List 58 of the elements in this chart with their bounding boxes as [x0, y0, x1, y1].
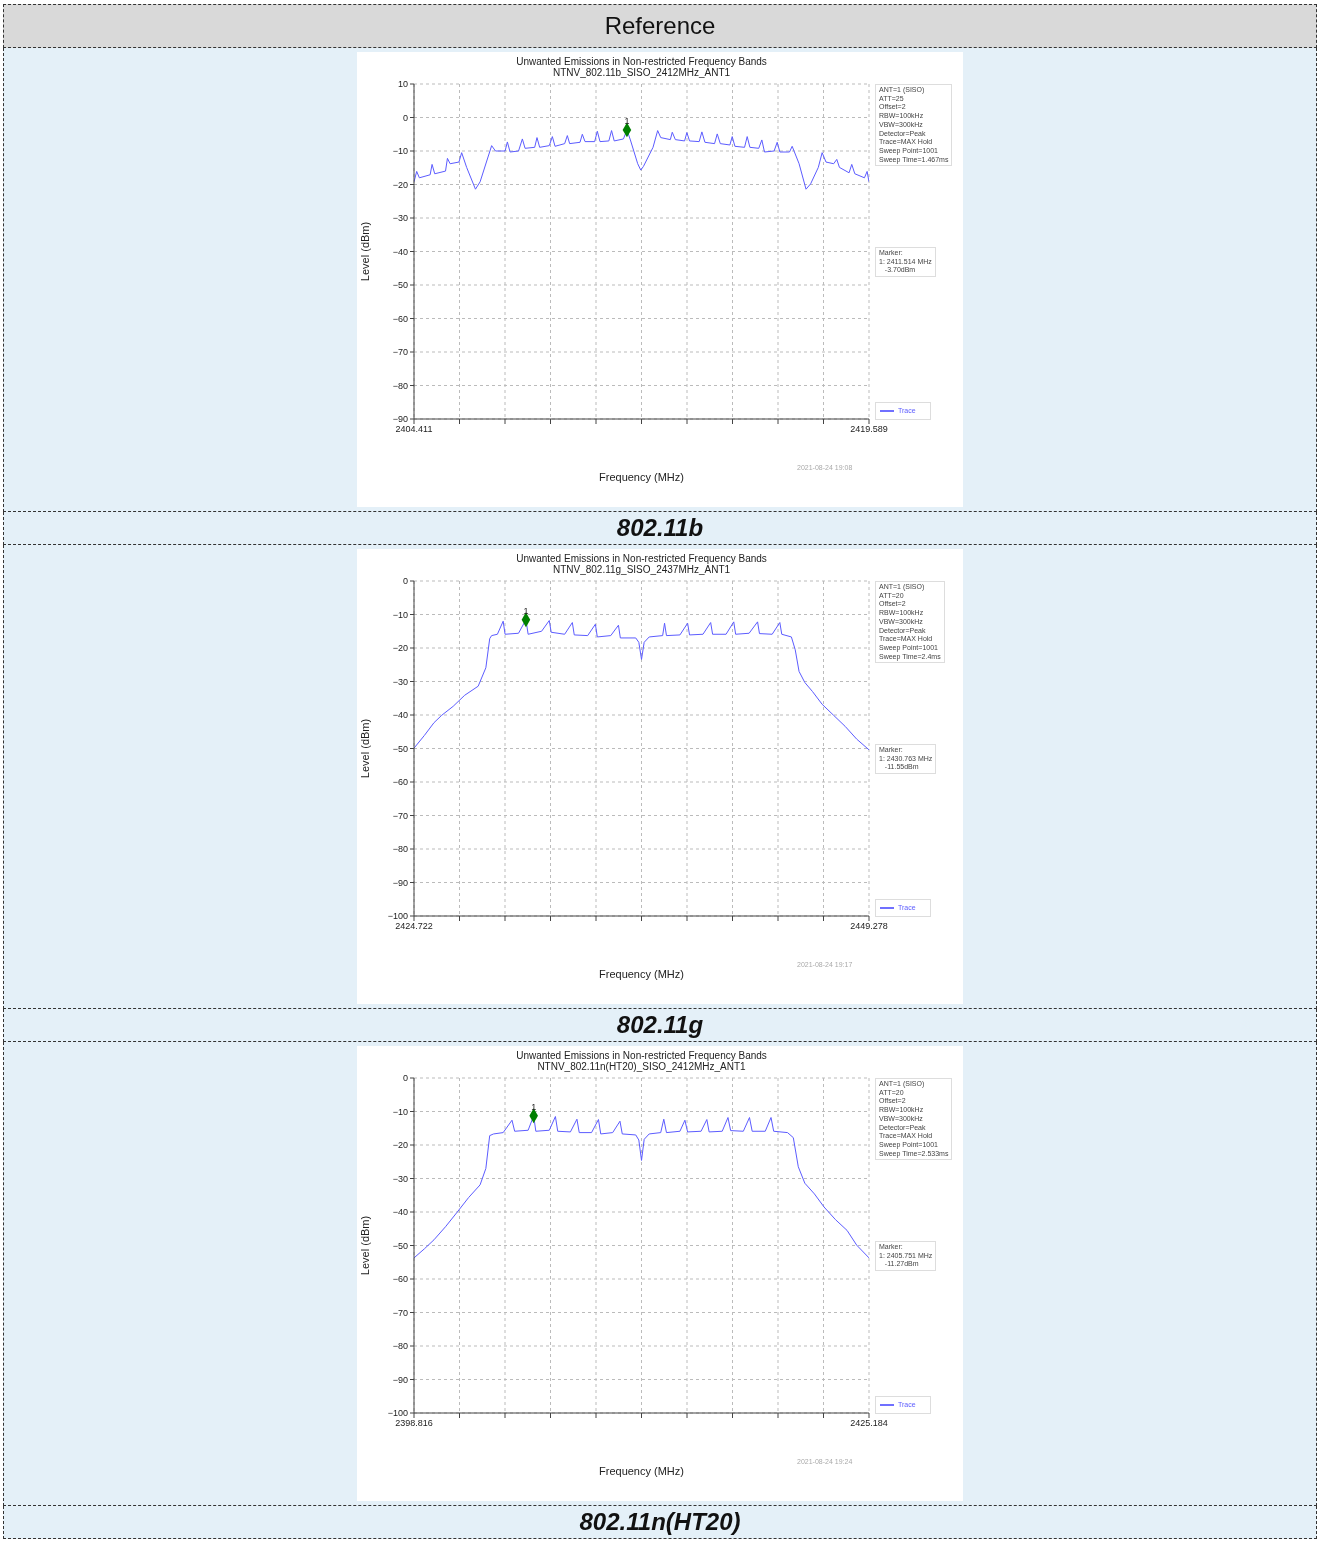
x-tick-label: 2404.411 — [395, 424, 433, 435]
y-axis-title: Level (dBm) — [358, 718, 371, 779]
x-axis-title: Frequency (MHz) — [599, 1465, 684, 1477]
y-tick-label: 0 — [402, 1073, 408, 1084]
text: Reference — [3, 4, 1317, 48]
y-tick-label: −80 — [392, 380, 408, 391]
chart-title: Unwanted Emissions in Non-restricted Frequency Bands — [515, 1050, 768, 1061]
y-tick-label: −90 — [392, 877, 408, 888]
y-tick-label: −70 — [392, 810, 408, 821]
chart-subtitle: NTNV_802.11n(HT20)_SISO_2412MHz_ANT1 — [536, 1061, 747, 1072]
x-tick-label: 2424.722 — [395, 921, 433, 932]
x-tick-label: 2449.278 — [850, 921, 888, 932]
y-tick-label: −20 — [392, 643, 408, 654]
chart-title: Unwanted Emissions in Non-restricted Frequency Bands — [515, 553, 768, 564]
y-tick-label: −90 — [392, 1374, 408, 1385]
y-tick-label: −80 — [392, 844, 408, 855]
x-axis-title: Frequency (MHz) — [599, 471, 684, 483]
y-tick-label: 10 — [397, 79, 408, 90]
chart-subtitle: NTNV_802.11b_SISO_2412MHz_ANT1 — [551, 67, 731, 78]
y-tick-label: −40 — [392, 1207, 408, 1218]
y-tick-label: −40 — [392, 710, 408, 721]
y-tick-label: −80 — [392, 1341, 408, 1352]
y-tick-label: −60 — [392, 1274, 408, 1285]
y-tick-label: −60 — [392, 777, 408, 788]
y-tick-label: −40 — [392, 246, 408, 257]
y-tick-label: −10 — [392, 609, 408, 620]
x-axis-title: Frequency (MHz) — [599, 968, 684, 980]
y-tick-label: −100 — [387, 911, 408, 922]
y-tick-label: −20 — [392, 179, 408, 190]
chart-subtitle: NTNV_802.11g_SISO_2437MHz_ANT1 — [551, 564, 731, 575]
x-tick-label: 2398.816 — [395, 1418, 433, 1429]
annotation: 1 — [531, 1101, 537, 1112]
y-tick-label: −30 — [392, 213, 408, 224]
y-tick-label: −70 — [392, 1307, 408, 1318]
y-tick-label: −70 — [392, 347, 408, 358]
y-axis-title: Level (dBm) — [358, 1215, 371, 1276]
y-tick-label: 0 — [402, 112, 408, 123]
y-tick-label: 0 — [402, 576, 408, 587]
y-tick-label: −30 — [392, 1173, 408, 1184]
y-axis-title: Level (dBm) — [358, 221, 371, 282]
text: 802.11n(HT20) — [3, 1506, 1317, 1539]
y-tick-label: −100 — [387, 1408, 408, 1419]
annotation: 1 — [523, 605, 529, 616]
y-tick-label: −50 — [392, 743, 408, 754]
y-tick-label: −20 — [392, 1140, 408, 1151]
y-tick-label: −50 — [392, 280, 408, 291]
y-tick-label: −90 — [392, 414, 408, 425]
y-tick-label: −10 — [392, 146, 408, 157]
text: 802.11g — [3, 1009, 1317, 1042]
text: 802.11b — [3, 512, 1317, 545]
y-tick-label: −30 — [392, 676, 408, 687]
x-tick-label: 2425.184 — [850, 1418, 888, 1429]
annotation: 1 — [624, 115, 630, 126]
y-tick-label: −10 — [392, 1106, 408, 1117]
chart-title: Unwanted Emissions in Non-restricted Frequency Bands — [515, 56, 768, 67]
y-tick-label: −60 — [392, 313, 408, 324]
y-tick-label: −50 — [392, 1240, 408, 1251]
x-tick-label: 2419.589 — [850, 424, 888, 435]
